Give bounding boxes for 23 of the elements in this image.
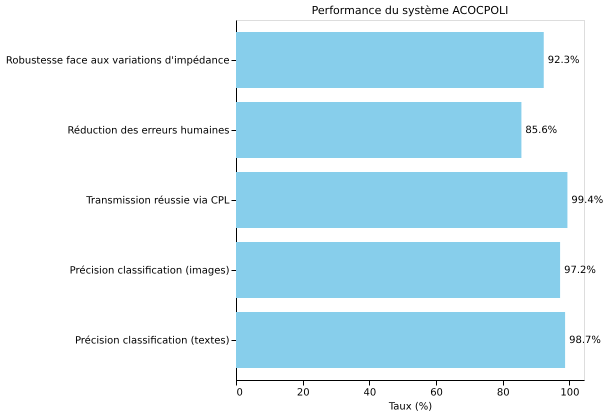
y-tick-label: Transmission réussie via CPL: [85, 196, 230, 206]
x-tick-label: 20: [296, 388, 310, 398]
y-tick-label: Réduction des erreurs humaines: [67, 126, 230, 136]
x-tick-label: 100: [560, 388, 580, 398]
bar: [236, 32, 544, 88]
x-axis-title: Taux (%): [388, 402, 432, 412]
y-tick-label: Précision classification (images): [70, 266, 230, 276]
x-tick-label: 40: [364, 388, 376, 398]
data-label: 99.4%: [571, 195, 604, 206]
x-tick-label: 0: [236, 388, 243, 398]
data-label: 92.3%: [548, 55, 580, 66]
chart-title: Performance du système ACOCPOLI: [312, 4, 508, 17]
y-tick-label: Robustesse face aux variations d'impédance: [6, 56, 230, 66]
x-tick-label: 80: [496, 388, 510, 398]
data-label: 97.2%: [564, 265, 596, 276]
bar: [236, 102, 522, 158]
data-label: 85.6%: [525, 125, 558, 136]
bar: [236, 172, 568, 228]
x-tick-label: 60: [430, 388, 443, 398]
y-tick-label: Précision classification (textes): [74, 336, 230, 346]
bar: [236, 312, 566, 368]
bar: [236, 242, 560, 298]
data-label: 98.7%: [569, 335, 601, 346]
